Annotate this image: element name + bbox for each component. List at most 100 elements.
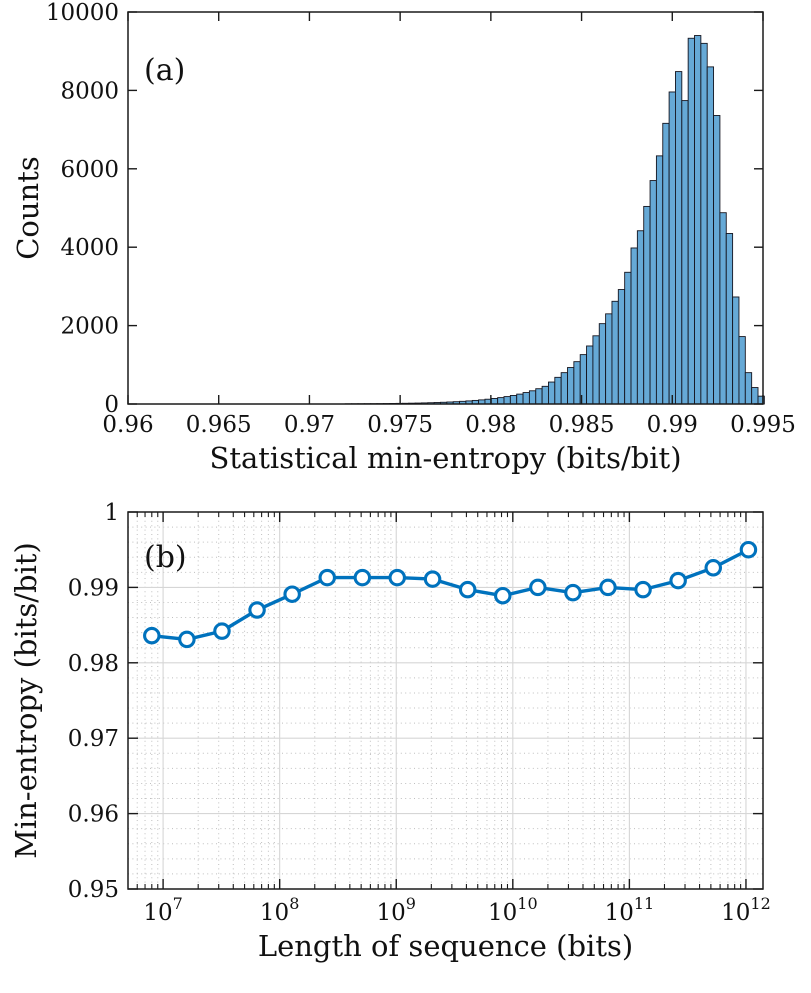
x-tick-label: 0.995 <box>730 412 796 438</box>
histogram-bar <box>598 323 607 405</box>
histogram-bar <box>554 376 562 405</box>
histogram-bar <box>719 212 727 405</box>
data-point-marker <box>423 570 442 588</box>
histogram-bar <box>509 395 518 405</box>
data-point-marker <box>213 622 231 640</box>
histogram-bar <box>503 396 511 405</box>
data-point-marker <box>494 586 512 605</box>
data-point-marker <box>599 578 617 597</box>
histogram-bar <box>700 42 708 405</box>
histogram-bar <box>605 313 613 405</box>
x-tick-label: 0.96 <box>102 412 153 438</box>
histogram-bar <box>567 367 575 405</box>
histogram-bar <box>643 205 651 405</box>
data-point-marker <box>143 626 161 645</box>
y-axis-b: 0.95 0.96 0.97 0.98 0.99 1 <box>68 500 763 903</box>
y-tick-label: 0 <box>104 392 119 418</box>
histogram-bar <box>535 388 543 405</box>
data-point-marker <box>388 568 406 587</box>
major-grid <box>128 512 763 889</box>
data-point-marker <box>178 630 196 649</box>
x-tick-label: 0.97 <box>284 412 335 438</box>
y-tick-label: 1 <box>104 500 119 526</box>
y-tick-label: 2000 <box>60 314 119 340</box>
histogram-bars <box>344 35 765 405</box>
data-markers <box>143 540 758 649</box>
x-tick-label: 1012 <box>721 894 771 926</box>
y-tick-label: 6000 <box>60 157 119 183</box>
histogram-bar <box>738 336 746 405</box>
data-point-marker <box>704 559 722 577</box>
y-tick-label: 0.97 <box>68 726 119 752</box>
y-tick-label: 0.95 <box>68 877 119 903</box>
histogram-bar <box>490 398 499 405</box>
histogram-bar <box>713 115 721 405</box>
y-tick-label: 0.96 <box>68 802 119 828</box>
histogram-bar <box>668 91 676 405</box>
histogram-bar <box>522 392 530 405</box>
x-axis-label-b: Length of sequence (bits) <box>258 929 633 963</box>
histogram-bar <box>675 71 683 405</box>
y-axis-label-a: Counts <box>11 156 45 260</box>
x-axis-a: 0.96 0.965 0.97 0.975 0.98 0.985 0.99 0.995 <box>102 12 796 438</box>
x-tick-label: 0.975 <box>367 412 433 438</box>
data-point-marker <box>458 580 477 599</box>
data-point-marker <box>669 571 687 590</box>
data-line <box>150 548 751 642</box>
x-tick-label: 0.99 <box>647 412 698 438</box>
minor-grid <box>128 512 763 889</box>
histogram-bar <box>655 155 664 405</box>
histogram-bar <box>706 66 715 405</box>
histogram-bar <box>528 390 537 405</box>
x-tick-label: 108 <box>260 894 299 926</box>
histogram-bar <box>592 335 600 405</box>
x-tick-label: 1010 <box>488 894 538 926</box>
data-point-marker <box>318 568 337 587</box>
histogram-bar <box>624 271 632 405</box>
x-tick-label: 0.985 <box>549 412 615 438</box>
data-point-marker <box>529 578 547 597</box>
histogram-bar <box>751 387 759 405</box>
histogram-bar <box>725 233 734 405</box>
x-axis-label-a: Statistical min-entropy (bits/bit) <box>209 441 681 475</box>
histogram-bar <box>744 372 753 405</box>
y-tick-label: 0.99 <box>68 575 119 601</box>
histogram-bar <box>617 289 626 405</box>
x-tick-label: 0.965 <box>186 412 252 438</box>
histogram-bar <box>694 35 702 405</box>
y-tick-label: 4000 <box>60 235 119 261</box>
plot-box-b <box>127 511 764 890</box>
histogram-bar <box>541 385 549 405</box>
histogram-bar <box>636 230 645 405</box>
x-tick-label: 107 <box>143 894 182 926</box>
y-tick-label: 8000 <box>60 78 119 104</box>
histogram-chart-panel-a: 0.96 0.965 0.97 0.975 0.98 0.985 0.99 0.995 0 200… <box>11 0 796 475</box>
y-axis-a: 0 2000 4000 6000 8000 10000 <box>46 0 763 418</box>
panel-tag-a: (a) <box>144 53 185 88</box>
data-point-marker <box>634 580 652 599</box>
line-chart-panel-b: 107 108 109 1010 1011 10120.950.960.970.980.9… <box>9 500 771 963</box>
histogram-bar <box>732 296 740 405</box>
data-point-marker <box>739 540 758 559</box>
histogram-bar <box>573 361 581 405</box>
y-tick-label: 10000 <box>46 0 119 26</box>
y-tick-label: 0.98 <box>68 651 119 677</box>
plot-box-a <box>127 11 764 405</box>
data-point-marker <box>283 585 301 603</box>
histogram-bar <box>548 381 556 405</box>
histogram-bar <box>611 300 619 405</box>
histogram-bar <box>586 345 594 405</box>
data-point-marker <box>353 568 372 587</box>
histogram-bar <box>516 393 524 405</box>
y-axis-label-b: Min-entropy (bits/bit) <box>9 542 43 859</box>
x-axis-b: 107 108 109 1010 1011 1012 <box>136 512 771 926</box>
histogram-bar <box>649 180 657 405</box>
data-point-marker <box>564 583 582 602</box>
histogram-bar <box>497 397 505 405</box>
histogram-bar <box>687 37 695 405</box>
histogram-bar <box>662 122 670 405</box>
data-point-marker <box>248 601 266 619</box>
x-tick-label: 0.98 <box>465 412 516 438</box>
histogram-bar <box>560 372 568 405</box>
